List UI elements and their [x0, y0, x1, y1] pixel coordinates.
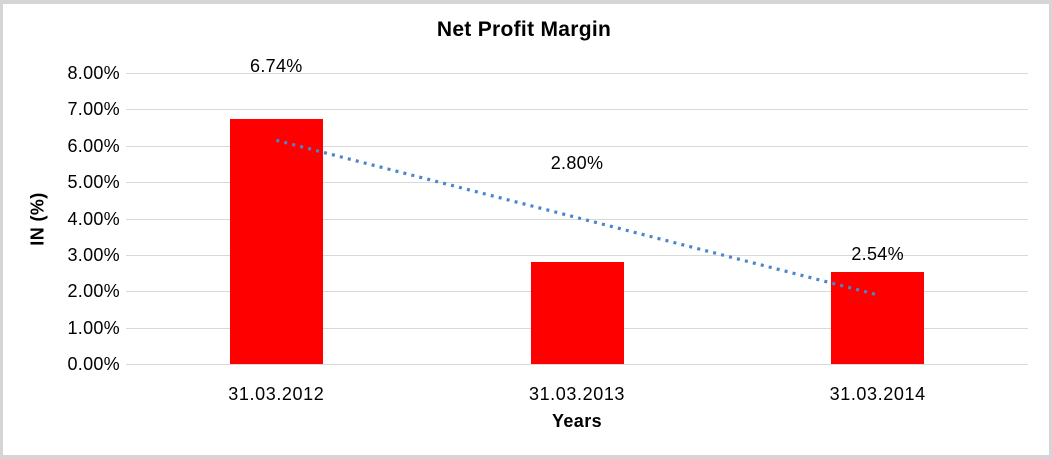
bar-31.03.2014 — [831, 271, 925, 364]
bar-31.03.2013 — [530, 262, 624, 364]
y-tick-label: 1.00% — [67, 317, 120, 338]
y-tick-label: 7.00% — [67, 99, 120, 120]
y-tick-label: 0.00% — [67, 354, 120, 374]
y-tick-label: 3.00% — [67, 244, 120, 265]
x-category-label: 31.03.2013 — [528, 384, 626, 404]
y-tick-label: 6.00% — [67, 135, 120, 156]
data-label: 6.74% — [250, 55, 303, 76]
x-category-label: 31.03.2014 — [829, 384, 926, 404]
x-category-label: 31.03.2012 — [228, 384, 325, 404]
y-tick-label: 4.00% — [67, 208, 120, 229]
y-tick-label: 5.00% — [67, 172, 120, 193]
gridline — [126, 364, 1028, 365]
y-axis-title: IN (%) — [27, 192, 48, 246]
y-tick-label: 8.00% — [67, 63, 120, 83]
x-axis-title: Years — [551, 411, 603, 431]
data-label: 2.80% — [550, 153, 604, 174]
chart-title: Net Profit Margin — [436, 18, 612, 41]
gridline — [126, 73, 1028, 74]
bar-31.03.2012 — [229, 118, 323, 364]
y-tick-label: 2.00% — [67, 281, 120, 302]
gridline — [126, 109, 1028, 111]
data-label: 2.54% — [851, 243, 904, 264]
